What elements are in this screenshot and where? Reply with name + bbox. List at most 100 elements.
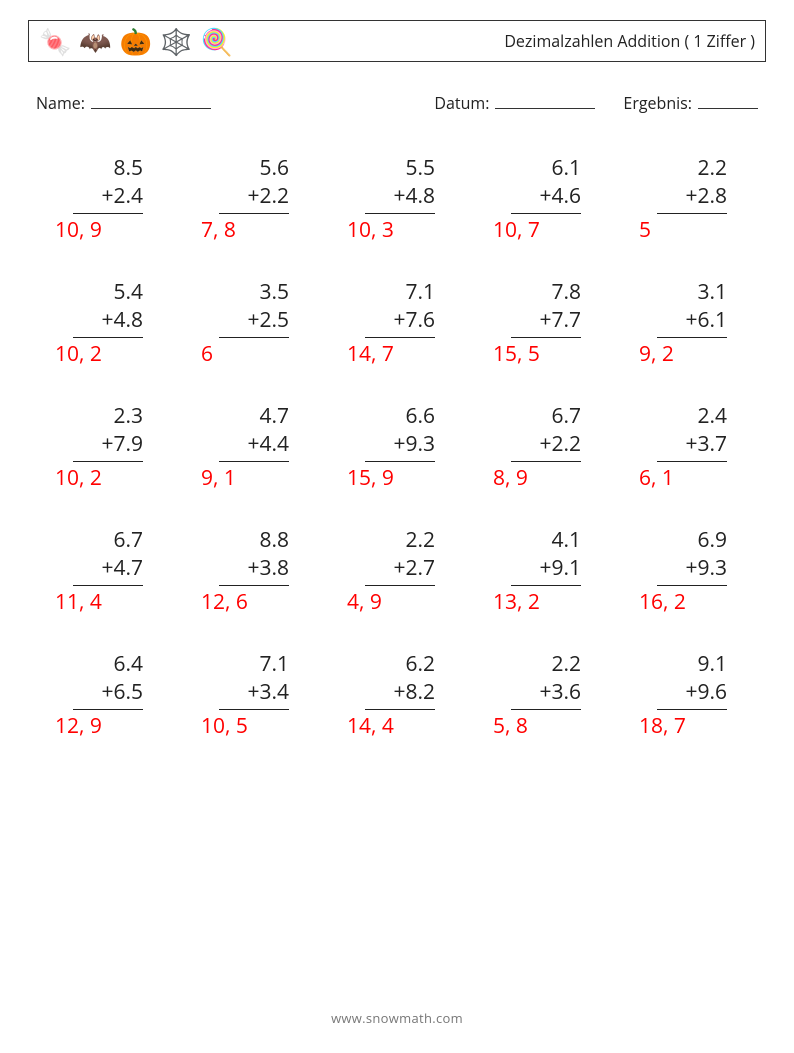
rule-line bbox=[365, 585, 435, 586]
problem: 7.8+7.715, 5 bbox=[483, 278, 603, 368]
operands: 8.5+2.4 bbox=[45, 154, 165, 211]
operand-bottom: +2.8 bbox=[629, 182, 727, 210]
operands: 6.1+4.6 bbox=[483, 154, 603, 211]
problem: 2.2+3.65, 8 bbox=[483, 650, 603, 740]
rule-line bbox=[365, 213, 435, 214]
rule-line bbox=[365, 461, 435, 462]
operand-top: 6.7 bbox=[45, 526, 143, 554]
answer: 4, 9 bbox=[337, 588, 457, 616]
answer: 5, 8 bbox=[483, 712, 603, 740]
rule-line bbox=[73, 461, 143, 462]
operands: 6.4+6.5 bbox=[45, 650, 165, 707]
rule-line bbox=[657, 585, 727, 586]
answer: 10, 3 bbox=[337, 216, 457, 244]
operands: 7.1+7.6 bbox=[337, 278, 457, 335]
problem: 3.1+6.1 9, 2 bbox=[629, 278, 749, 368]
operand-bottom: +2.2 bbox=[483, 430, 581, 458]
operand-bottom: +4.8 bbox=[45, 306, 143, 334]
rule-line bbox=[219, 213, 289, 214]
operand-bottom: +6.1 bbox=[629, 306, 727, 334]
operands: 6.7+2.2 bbox=[483, 402, 603, 459]
operands: 9.1+9.6 bbox=[629, 650, 749, 707]
operand-bottom: +4.7 bbox=[45, 554, 143, 582]
header-icons: 🍬 🦇 🎃 🕸️ 🍭 bbox=[39, 28, 233, 54]
rule-line bbox=[73, 709, 143, 710]
operand-bottom: +9.3 bbox=[337, 430, 435, 458]
operands: 6.2+8.2 bbox=[337, 650, 457, 707]
operand-bottom: +9.6 bbox=[629, 678, 727, 706]
answer: 16, 2 bbox=[629, 588, 749, 616]
answer: 8, 9 bbox=[483, 464, 603, 492]
operand-bottom: +9.1 bbox=[483, 554, 581, 582]
rule-line bbox=[511, 709, 581, 710]
rule-line bbox=[511, 585, 581, 586]
date-underline bbox=[495, 92, 595, 109]
answer: 6 bbox=[191, 340, 311, 368]
header-box: 🍬 🦇 🎃 🕸️ 🍭 Dezimalzahlen Addition ( 1 Zi… bbox=[28, 20, 766, 62]
problem: 5.6+2.27, 8 bbox=[191, 154, 311, 244]
problem: 7.1+3.4 10, 5 bbox=[191, 650, 311, 740]
problem: 6.4+6.5 12, 9 bbox=[45, 650, 165, 740]
operand-top: 9.1 bbox=[629, 650, 727, 678]
rule-line bbox=[219, 461, 289, 462]
operand-top: 8.8 bbox=[191, 526, 289, 554]
operands: 4.1+9.1 bbox=[483, 526, 603, 583]
problem: 2.2+2.74, 9 bbox=[337, 526, 457, 616]
rule-line bbox=[511, 213, 581, 214]
answer: 15, 5 bbox=[483, 340, 603, 368]
problem: 8.5+2.4 10, 9 bbox=[45, 154, 165, 244]
rule-line bbox=[657, 213, 727, 214]
rule-line bbox=[511, 337, 581, 338]
result-underline bbox=[698, 92, 758, 109]
answer: 12, 9 bbox=[45, 712, 165, 740]
rule-line bbox=[657, 709, 727, 710]
right-fields: Datum: Ergebnis: bbox=[434, 92, 758, 114]
answer: 10, 7 bbox=[483, 216, 603, 244]
answer: 10, 9 bbox=[45, 216, 165, 244]
problem: 4.7+4.49, 1 bbox=[191, 402, 311, 492]
date-label: Datum: bbox=[434, 92, 489, 114]
operands: 7.1+3.4 bbox=[191, 650, 311, 707]
operand-top: 3.5 bbox=[191, 278, 289, 306]
operand-bottom: +3.4 bbox=[191, 678, 289, 706]
operands: 3.1+6.1 bbox=[629, 278, 749, 335]
operand-top: 5.5 bbox=[337, 154, 435, 182]
operands: 3.5+2.5 bbox=[191, 278, 311, 335]
operands: 2.4+3.7 bbox=[629, 402, 749, 459]
operand-top: 6.6 bbox=[337, 402, 435, 430]
answer: 18, 7 bbox=[629, 712, 749, 740]
lollipop-icon: 🍭 bbox=[201, 28, 233, 54]
operand-top: 6.4 bbox=[45, 650, 143, 678]
answer: 10, 2 bbox=[45, 340, 165, 368]
operand-bottom: +4.8 bbox=[337, 182, 435, 210]
operand-top: 3.1 bbox=[629, 278, 727, 306]
candy-icon: 🍬 bbox=[39, 28, 71, 54]
operands: 6.7+4.7 bbox=[45, 526, 165, 583]
problem: 3.5+2.5 6 bbox=[191, 278, 311, 368]
operands: 2.2+2.8 bbox=[629, 154, 749, 211]
operand-top: 2.4 bbox=[629, 402, 727, 430]
answer: 9, 1 bbox=[191, 464, 311, 492]
operand-bottom: +8.2 bbox=[337, 678, 435, 706]
answer: 14, 4 bbox=[337, 712, 457, 740]
operands: 6.9+9.3 bbox=[629, 526, 749, 583]
answer: 9, 2 bbox=[629, 340, 749, 368]
operands: 6.6+9.3 bbox=[337, 402, 457, 459]
problem: 9.1+9.6 18, 7 bbox=[629, 650, 749, 740]
answer: 10, 2 bbox=[45, 464, 165, 492]
problem: 7.1+7.6 14, 7 bbox=[337, 278, 457, 368]
operand-bottom: +3.8 bbox=[191, 554, 289, 582]
problem: 6.7+2.2 8, 9 bbox=[483, 402, 603, 492]
answer: 10, 5 bbox=[191, 712, 311, 740]
operand-top: 6.2 bbox=[337, 650, 435, 678]
answer: 14, 7 bbox=[337, 340, 457, 368]
name-underline bbox=[91, 92, 211, 109]
rule-line bbox=[657, 337, 727, 338]
operand-top: 6.9 bbox=[629, 526, 727, 554]
operand-top: 2.2 bbox=[483, 650, 581, 678]
rule-line bbox=[219, 709, 289, 710]
rule-line bbox=[365, 709, 435, 710]
operand-bottom: +4.6 bbox=[483, 182, 581, 210]
date-field: Datum: bbox=[434, 92, 595, 114]
problem: 4.1+9.113, 2 bbox=[483, 526, 603, 616]
